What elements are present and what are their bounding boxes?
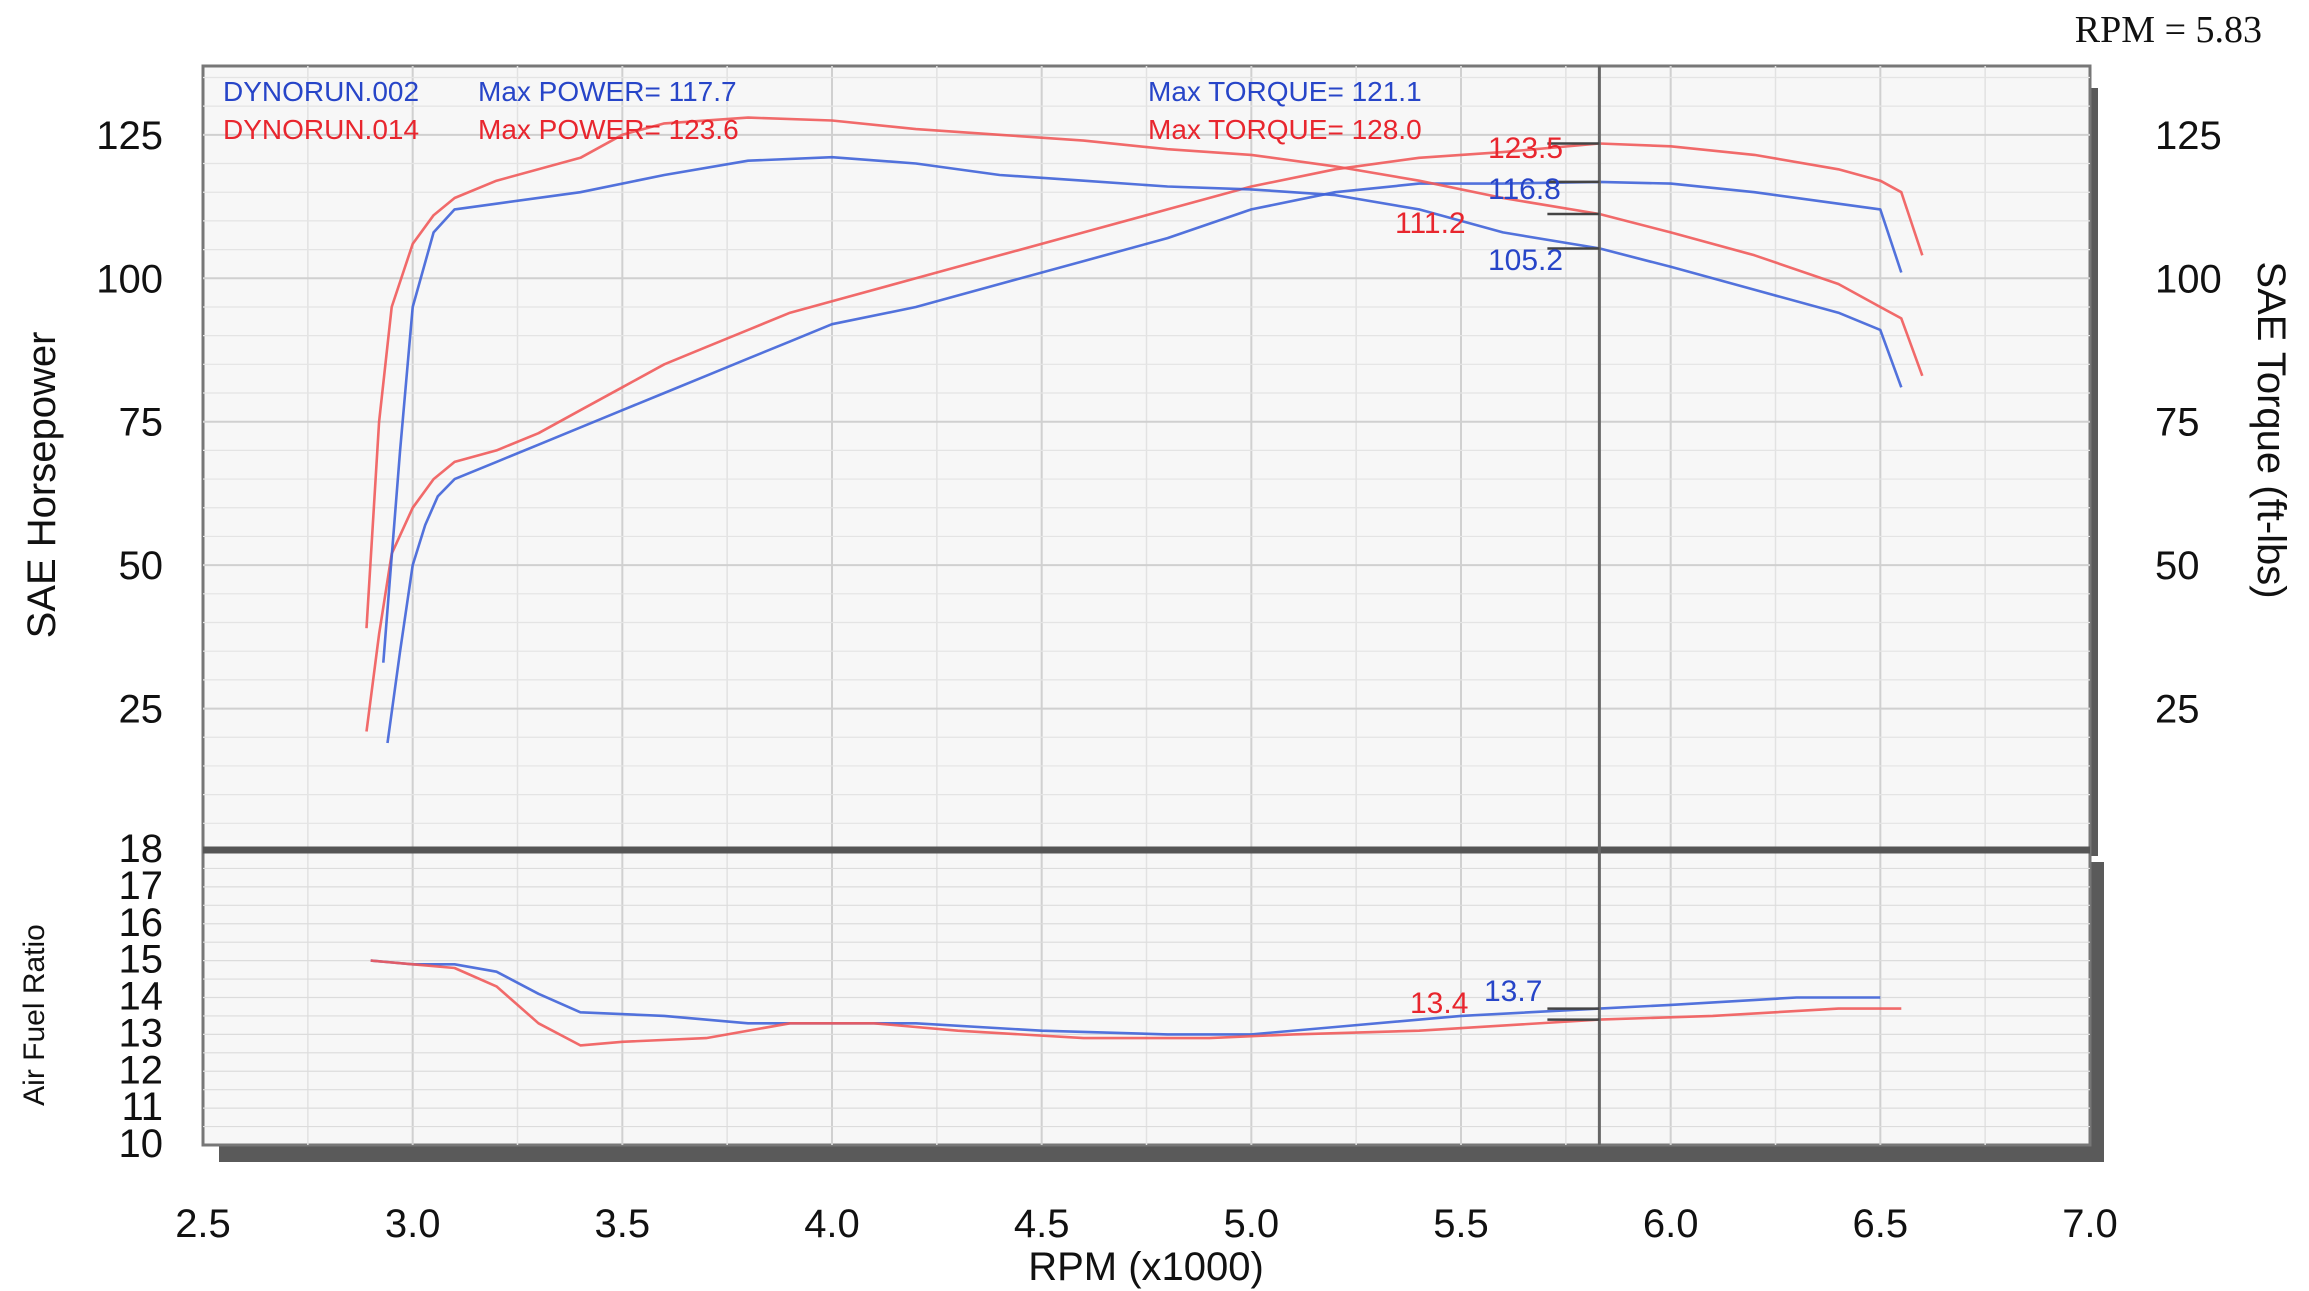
x-tick-label: 5.5	[1433, 1202, 1489, 1246]
afr-axis-title: Air Fuel Ratio	[18, 924, 51, 1106]
legend-run002-torque: Max TORQUE= 121.1	[1148, 76, 1422, 107]
y-left-tick-label: 75	[119, 401, 164, 445]
rpm-readout: RPM = 5.83	[2075, 9, 2262, 51]
cursor-annotations: 123.5 116.8 111.2 105.2 13.4 13.7	[1395, 132, 1563, 1020]
afr-tick-label: 10	[119, 1122, 164, 1166]
y-axis-title-right: SAE Torque (ft-lbs)	[2249, 261, 2293, 598]
y-left-tick-label: 125	[96, 114, 163, 158]
tick-labels: 2.5 3.0 3.5 4.0 4.5 5.0 5.5 6.0 6.5 7.0 125 100 75 50…	[96, 114, 2222, 1246]
x-tick-label: 4.5	[1014, 1202, 1070, 1246]
legend-run002-name: DYNORUN.002	[223, 76, 419, 107]
x-tick-label: 6.0	[1643, 1202, 1699, 1246]
anno-power002: 105.2	[1488, 244, 1563, 277]
y-left-tick-label: 100	[96, 257, 163, 301]
x-tick-label: 5.0	[1224, 1202, 1280, 1246]
afr-tick-label: 18	[119, 827, 164, 871]
afr-tick-label: 15	[119, 938, 164, 982]
series-torque-dynorun-002	[382, 155, 1903, 663]
y-right-tick-label: 50	[2155, 544, 2200, 588]
cursor-tick-marks	[1547, 142, 1600, 1021]
legend-run002-power: Max POWER= 117.7	[478, 76, 737, 107]
x-tick-label: 2.5	[175, 1202, 231, 1246]
y-left-tick-label: 25	[119, 688, 164, 732]
series-power-dynorun-014	[365, 142, 1924, 732]
legend-run014-torque: Max TORQUE= 128.0	[1148, 114, 1422, 145]
afr-tick-label: 14	[119, 975, 164, 1019]
anno-power014: 111.2	[1395, 207, 1466, 240]
y-left-tick-label: 50	[119, 544, 164, 588]
y-axis-title-left: SAE Horsepower	[20, 332, 64, 639]
afr-tick-label: 16	[119, 901, 164, 945]
series-torque-dynorun-014	[365, 116, 1924, 629]
anno-torque014: 123.5	[1488, 132, 1563, 165]
afr-tick-label: 11	[121, 1085, 163, 1129]
x-tick-label: 3.0	[385, 1202, 441, 1246]
legend: DYNORUN.002 Max POWER= 117.7 Max TORQUE=…	[223, 76, 1422, 145]
series-power-dynorun-002	[386, 180, 1903, 744]
x-tick-label: 6.5	[1853, 1202, 1909, 1246]
x-axis-title: RPM (x1000)	[1028, 1245, 1264, 1289]
x-tick-label: 3.5	[595, 1202, 651, 1246]
x-tick-label: 7.0	[2062, 1202, 2118, 1246]
afr-tick-label: 12	[119, 1048, 164, 1092]
anno-afr002: 13.7	[1484, 975, 1542, 1008]
grid-lines	[203, 66, 2090, 1145]
afr-tick-label: 13	[119, 1011, 164, 1055]
anno-afr014: 13.4	[1410, 987, 1468, 1020]
legend-run014-name: DYNORUN.014	[223, 114, 419, 145]
x-tick-label: 4.0	[804, 1202, 860, 1246]
legend-run014-power: Max POWER= 123.6	[478, 114, 739, 145]
y-right-tick-label: 25	[2155, 688, 2200, 732]
anno-torque002: 116.8	[1488, 173, 1561, 206]
y-right-tick-label: 125	[2155, 114, 2222, 158]
afr-tick-label: 17	[119, 864, 164, 908]
y-right-tick-label: 100	[2155, 257, 2222, 301]
y-right-tick-label: 75	[2155, 401, 2200, 445]
